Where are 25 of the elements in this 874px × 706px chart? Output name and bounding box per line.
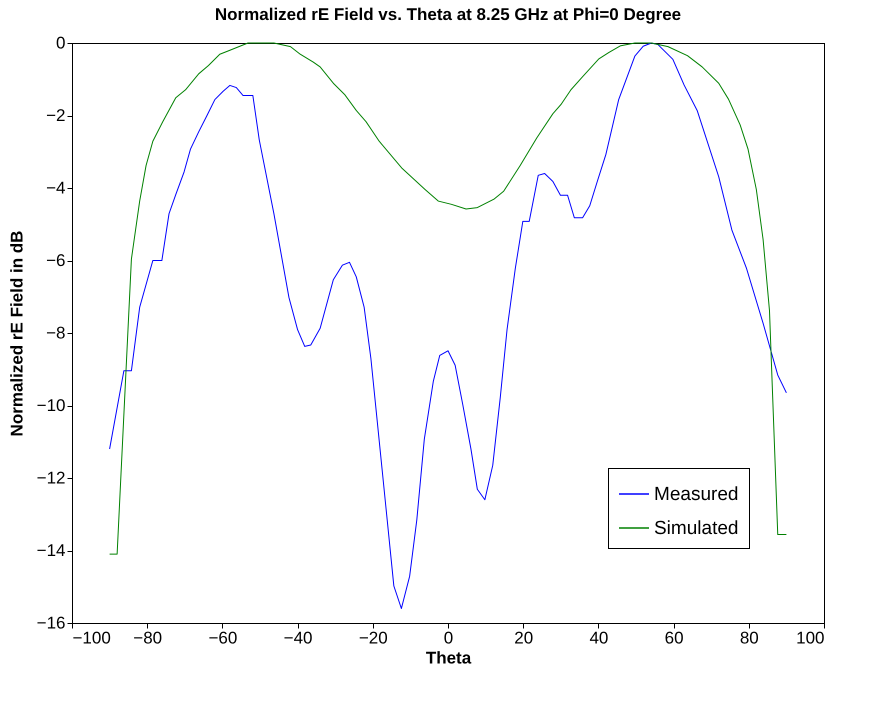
x-tick-label: 40 [589, 628, 608, 648]
y-tick-label: 0 [56, 34, 66, 52]
x-tick-label: −100 [72, 628, 111, 648]
x-tick-label: 80 [740, 628, 759, 648]
x-tick-label: −60 [208, 628, 238, 648]
x-tick-label: 20 [514, 628, 534, 648]
y-tick-label: −4 [46, 178, 66, 198]
legend-label: Simulated [654, 518, 738, 539]
y-tick-label: −2 [46, 106, 66, 125]
x-tick-label: −80 [133, 628, 162, 648]
y-tick-label: −10 [36, 396, 66, 415]
y-tick-label: −14 [36, 541, 66, 560]
x-axis-title: Theta [426, 648, 472, 668]
x-tick-label: 100 [796, 628, 824, 648]
x-tick-label: 0 [444, 628, 454, 648]
x-tick-label: 60 [664, 628, 684, 648]
y-tick-label: −6 [46, 251, 66, 270]
y-tick-label: −8 [46, 324, 66, 342]
y-axis-title: Normalized rE Field in dB [8, 230, 27, 436]
x-tick-label: −20 [358, 628, 388, 648]
chart-title: Normalized rE Field vs. Theta at 8.25 GHz at Phi=0 Degree [214, 5, 682, 24]
legend-label: Measured [654, 484, 738, 505]
y-tick-label: −16 [36, 614, 66, 632]
x-tick-label: −40 [284, 628, 313, 648]
y-tick-label: −12 [36, 468, 66, 488]
